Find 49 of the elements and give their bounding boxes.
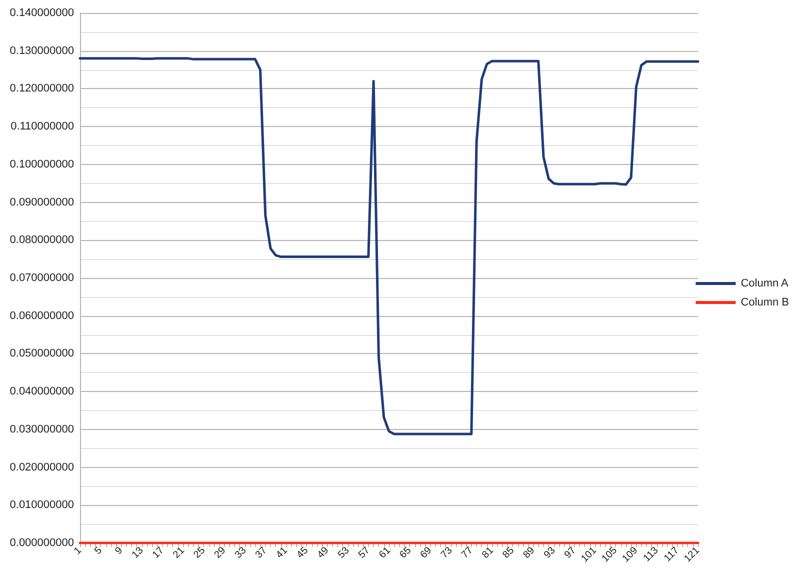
- y-tick-label: 0.030000000: [10, 423, 74, 436]
- x-tick-label: 17: [150, 544, 167, 561]
- line-series: [78, 57, 700, 436]
- x-tick-label: 49: [315, 544, 332, 561]
- x-tick-label: 29: [212, 544, 228, 561]
- x-tick-label: 109: [620, 544, 640, 565]
- y-tick-label: 0.130000000: [10, 44, 74, 57]
- y-tick-label: 0.110000000: [10, 120, 74, 133]
- x-tick-label: 85: [500, 544, 517, 561]
- x-tick-label: 57: [356, 544, 373, 561]
- x-tick-label: 21: [171, 544, 188, 561]
- x-tick-label: 61: [377, 544, 394, 561]
- y-tick-label: 0.080000000: [10, 234, 74, 246]
- x-tick-label: 89: [521, 544, 538, 561]
- x-tick-label: 117: [662, 544, 682, 564]
- x-tick-label: 1: [72, 544, 84, 557]
- y-tick-label: 0.140000000: [10, 7, 74, 19]
- x-tick-label: 41: [274, 544, 290, 561]
- y-tick-label: 0.000000000: [10, 537, 74, 549]
- x-tick-label: 113: [642, 544, 661, 564]
- x-tick-label: 101: [579, 544, 600, 565]
- y-tick-label: 0.090000000: [10, 196, 74, 208]
- y-tick-label: 0.070000000: [10, 272, 74, 284]
- y-tick-label: 0.050000000: [10, 348, 74, 360]
- legend-label: Column A: [740, 278, 790, 290]
- y-tick-label: 0.100000000: [10, 158, 74, 170]
- x-tick-label: 65: [398, 544, 414, 561]
- x-tick-label: 5: [92, 544, 105, 557]
- x-tick-label: 45: [294, 544, 311, 561]
- y-tick-label: 0.040000000: [10, 386, 74, 398]
- x-tick-label: 81: [480, 544, 496, 561]
- x-tick-label: 13: [130, 544, 146, 561]
- x-tick-label: 73: [439, 544, 456, 561]
- x-tick-label: 9: [113, 544, 126, 557]
- x-tick-label: 69: [418, 544, 434, 561]
- x-tick-label: 37: [254, 544, 270, 561]
- y-tick-label: 0.120000000: [10, 82, 74, 95]
- x-tick-label: 97: [562, 544, 579, 561]
- x-tick-label: 121: [682, 544, 702, 565]
- y-tick-label: 0.020000000: [10, 461, 74, 474]
- legend-label: Column B: [740, 296, 789, 308]
- x-tick-label: 33: [233, 544, 250, 561]
- y-tick-label: 0.060000000: [10, 310, 74, 322]
- x-tick-label: 25: [192, 544, 208, 561]
- x-tick-label: 77: [460, 544, 476, 561]
- y-tick-label: 0.010000000: [10, 499, 74, 512]
- x-tick-label: 93: [542, 544, 558, 561]
- x-tick-label: 53: [336, 544, 352, 561]
- x-tick-label: 105: [600, 544, 620, 565]
